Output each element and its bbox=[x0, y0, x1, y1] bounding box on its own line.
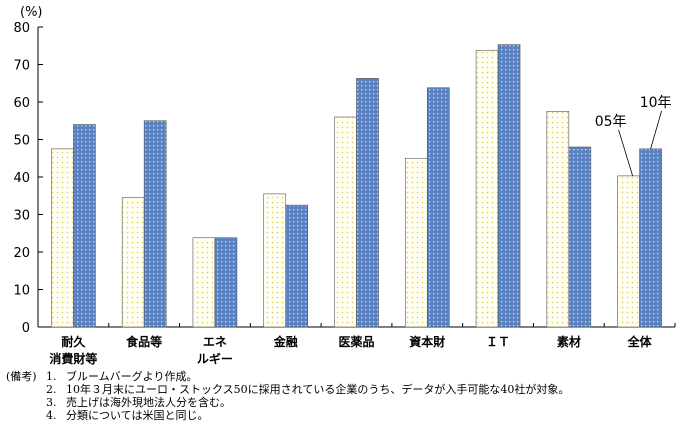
annotation-leader-line bbox=[650, 110, 662, 149]
x-category-label: 医薬品 bbox=[338, 334, 374, 349]
x-category-label: ＩＴ bbox=[486, 335, 510, 349]
note-row-4: 4. 分類については米国と同じ。 bbox=[6, 409, 569, 422]
y-tick-label: 70 bbox=[13, 59, 30, 74]
notes-section: (備考) 1. ブルームバーグより作成。 2. 10年３月末にユーロ・ストックス… bbox=[6, 370, 569, 422]
note-row-2: 2. 10年３月末にユーロ・ストックス50に採用されている企業のうち、データが入… bbox=[6, 383, 569, 396]
y-tick-label: 20 bbox=[13, 246, 30, 261]
note-number: 3. bbox=[46, 396, 57, 409]
bar-10 bbox=[426, 87, 450, 328]
x-category-label: 食品等 bbox=[125, 334, 162, 349]
y-tick-label: 40 bbox=[13, 171, 30, 186]
y-tick-label: 30 bbox=[13, 209, 30, 224]
note-row-1: (備考) 1. ブルームバーグより作成。 bbox=[6, 370, 569, 383]
note-text: 売上げは海外現地法人分を含む。 bbox=[66, 396, 231, 409]
note-number: 4. bbox=[46, 409, 57, 422]
note-text: 分類については米国と同じ。 bbox=[66, 409, 209, 422]
note-number: 1. bbox=[46, 370, 57, 383]
x-category-label: 消費財等 bbox=[49, 351, 97, 366]
bar-05 bbox=[192, 237, 216, 328]
note-number: 2. bbox=[46, 383, 57, 396]
y-tick-label: 60 bbox=[13, 96, 30, 111]
x-category-label: 金融 bbox=[273, 334, 298, 349]
bar-10 bbox=[639, 148, 662, 328]
bar-05 bbox=[475, 49, 499, 328]
bar-10 bbox=[73, 124, 96, 328]
y-tick-label: 10 bbox=[13, 284, 30, 299]
bar-10 bbox=[356, 78, 379, 328]
bar-05 bbox=[404, 157, 428, 328]
unit-label: (%) bbox=[20, 5, 43, 20]
bar-10 bbox=[568, 146, 592, 328]
x-category-label: 全体 bbox=[627, 334, 653, 349]
y-tick-label: 50 bbox=[13, 134, 30, 149]
x-category-label: 素材 bbox=[557, 334, 581, 349]
note-text: 10年３月末にユーロ・ストックス50に採用されている企業のうち、データが入手可能… bbox=[66, 383, 570, 396]
x-category-label: エネ bbox=[203, 335, 227, 349]
bar-10 bbox=[214, 237, 238, 328]
x-category-label: ルギー bbox=[197, 351, 233, 366]
bar-05 bbox=[546, 111, 570, 328]
x-category-label: 耐久 bbox=[61, 334, 86, 349]
bar-05 bbox=[334, 116, 357, 328]
annotation-leader-line bbox=[618, 129, 633, 176]
bar-10 bbox=[143, 120, 167, 328]
x-category-label: 資本財 bbox=[409, 334, 445, 349]
y-tick-label: 0 bbox=[22, 321, 30, 336]
annotation-label: 10年 bbox=[640, 95, 672, 111]
note-text: ブルームバーグより作成。 bbox=[66, 370, 198, 383]
bar-05 bbox=[51, 148, 74, 328]
bar-10 bbox=[285, 204, 309, 328]
bar-05 bbox=[263, 193, 287, 328]
bar-05 bbox=[121, 197, 145, 328]
note-row-3: 3. 売上げは海外現地法人分を含む。 bbox=[6, 396, 569, 409]
notes-lead: (備考) bbox=[6, 370, 37, 383]
bar-05 bbox=[617, 175, 640, 328]
annotation-label: 05年 bbox=[595, 114, 627, 130]
bar-10 bbox=[497, 44, 521, 328]
y-tick-label: 80 bbox=[13, 21, 30, 36]
